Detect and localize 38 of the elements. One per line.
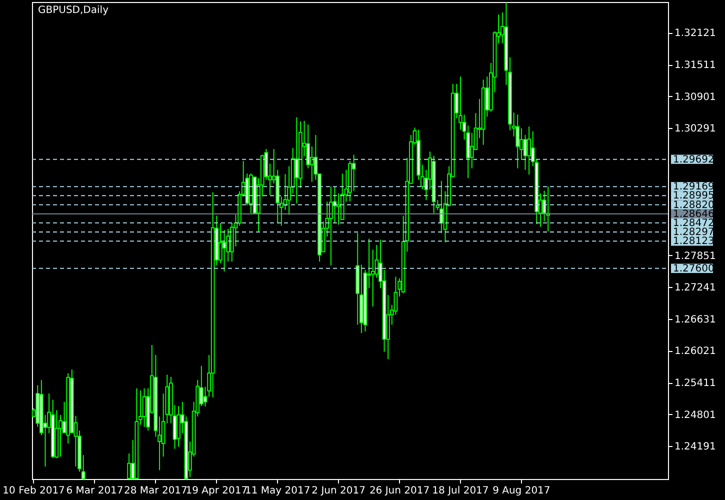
x-tick-label: 19 Apr 2017: [186, 486, 248, 496]
ref-line-label: 1.28472: [673, 218, 714, 229]
x-tick-label: 18 Jul 2017: [432, 486, 489, 496]
y-tick-label: 1.30291: [674, 124, 716, 135]
candlestick: [329, 186, 333, 266]
candlestick: [142, 388, 146, 428]
x-tick-label: 9 Aug 2017: [492, 486, 550, 496]
candlestick: [222, 229, 226, 272]
y-tick-label: 1.26021: [674, 346, 716, 358]
candlestick: [516, 114, 520, 169]
candlestick: [310, 146, 314, 182]
ref-line-label: 1.29692: [673, 154, 714, 166]
x-tick-label: 10 Feb 2017: [2, 486, 65, 496]
y-tick-label: 1.30901: [674, 92, 716, 103]
ref-line-label: 1.28820: [673, 200, 714, 211]
y-tick-label: 1.31511: [674, 60, 716, 72]
ref-line-label: 1.28646: [673, 208, 714, 220]
candlestick: [440, 180, 444, 234]
candlestick: [294, 116, 299, 204]
x-tick-label: 6 Mar 2017: [66, 486, 124, 496]
candlestick: [527, 126, 531, 176]
ref-line-label: 1.28123: [673, 236, 714, 248]
y-tick-label: 1.25411: [674, 378, 716, 390]
x-tick-label: 11 May 2017: [245, 486, 310, 496]
chart-title: GBPUSD,Daily: [38, 5, 109, 16]
y-tick-label: 1.32121: [674, 28, 716, 40]
candlestick: [352, 154, 356, 192]
x-tick-label: 2 Jun 2017: [312, 486, 366, 496]
candlestick: [176, 406, 180, 448]
y-tick-label: 1.24191: [674, 442, 716, 453]
y-tick-label: 1.27241: [674, 282, 716, 294]
ref-line-label: 1.28995: [673, 190, 714, 202]
ref-line-label: 1.27600: [673, 263, 714, 274]
x-tick-label: 26 Jun 2017: [369, 486, 430, 496]
y-tick-label: 1.24801: [674, 410, 716, 421]
y-tick-label: 1.26631: [674, 314, 716, 326]
x-tick-label: 28 Mar 2017: [124, 486, 188, 496]
y-tick-label: 1.27851: [674, 250, 716, 262]
